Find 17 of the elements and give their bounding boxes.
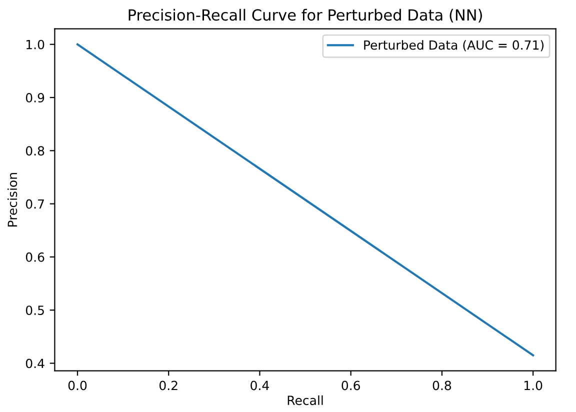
y-tick-label: 0.9 (26, 92, 44, 102)
x-tick-label: 1.0 (524, 380, 542, 390)
y-tick-label: 1.0 (26, 40, 44, 50)
x-tick-label: 0.6 (342, 380, 360, 390)
y-tick-label: 0.4 (26, 358, 44, 368)
chart-title: Precision-Recall Curve for Perturbed Data (NN) (128, 8, 482, 23)
y-tick-label: 0.6 (26, 252, 44, 262)
y-tick-label: 0.7 (26, 199, 44, 209)
y-tick-label: 0.5 (26, 306, 44, 316)
x-axis-title: Recall (288, 395, 323, 406)
y-tick-label: 0.8 (26, 146, 44, 156)
x-tick-label: 0.2 (159, 380, 178, 390)
y-axis-title: Precision (7, 172, 18, 226)
x-tick-label: 0.8 (432, 380, 452, 390)
legend-label: Perturbed Data (AUC = 0.71) (364, 40, 544, 52)
x-tick-label: 0.0 (68, 380, 87, 390)
x-tick-label: 0.4 (250, 380, 269, 390)
